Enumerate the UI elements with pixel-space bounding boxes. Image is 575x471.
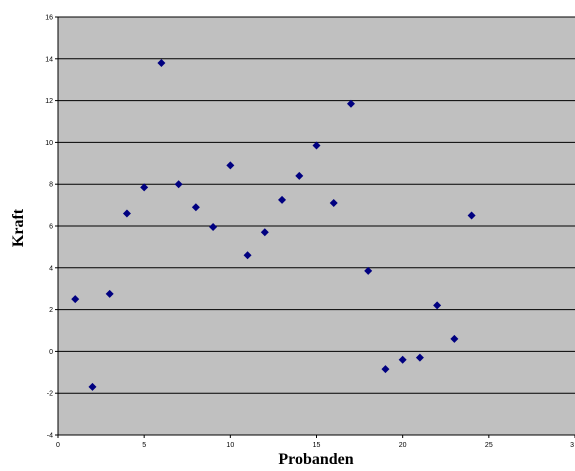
data-point: [450, 334, 459, 343]
y-tick-label: 10: [45, 140, 53, 147]
x-tick-label: 0: [56, 442, 60, 449]
x-tick-label: 5: [142, 442, 146, 449]
data-point: [260, 228, 269, 237]
y-axis-title: Kraft: [10, 208, 27, 247]
data-point: [381, 365, 390, 374]
data-point: [226, 161, 235, 170]
data-point: [467, 211, 476, 220]
x-tick-label: 25: [485, 442, 493, 449]
y-tick-label: 12: [45, 98, 53, 105]
x-tick-labels: 0 5 10 15 20 25 3: [56, 435, 575, 449]
y-tick-label: 0: [49, 349, 53, 356]
data-point: [191, 203, 200, 212]
x-tick-label: 15: [313, 442, 321, 449]
x-axis-title: Probanden: [278, 451, 353, 468]
x-tick-label: 20: [399, 442, 407, 449]
data-point: [88, 382, 97, 391]
data-points: [71, 58, 476, 391]
data-point: [122, 209, 131, 218]
y-tick-label: 14: [45, 56, 53, 63]
y-tick-label: 2: [49, 307, 53, 314]
y-tick-label: 6: [49, 224, 53, 231]
y-tick-label: 8: [49, 182, 53, 189]
x-tick-label: 3: [570, 442, 574, 449]
data-point: [295, 171, 304, 180]
data-point: [174, 180, 183, 189]
y-tick-labels: -4 -2 0 2 4 6 8 10 12 14 16: [45, 15, 58, 440]
data-point: [278, 195, 287, 204]
data-point: [243, 251, 252, 260]
y-tick-label: 4: [49, 265, 53, 272]
data-point: [105, 289, 114, 298]
data-point: [71, 295, 80, 304]
data-point: [157, 58, 166, 67]
y-tick-label: -4: [47, 433, 53, 440]
data-point: [415, 353, 424, 362]
data-point: [312, 141, 321, 150]
data-point: [364, 266, 373, 275]
data-point: [209, 223, 218, 232]
data-point: [329, 199, 338, 208]
data-point: [140, 183, 149, 192]
data-point: [398, 355, 407, 364]
data-point: [346, 99, 355, 108]
y-tick-label: 16: [45, 15, 53, 22]
gridlines: [58, 16, 575, 394]
data-point: [433, 301, 442, 310]
x-tick-label: 10: [226, 442, 234, 449]
y-tick-label: -2: [47, 391, 53, 398]
